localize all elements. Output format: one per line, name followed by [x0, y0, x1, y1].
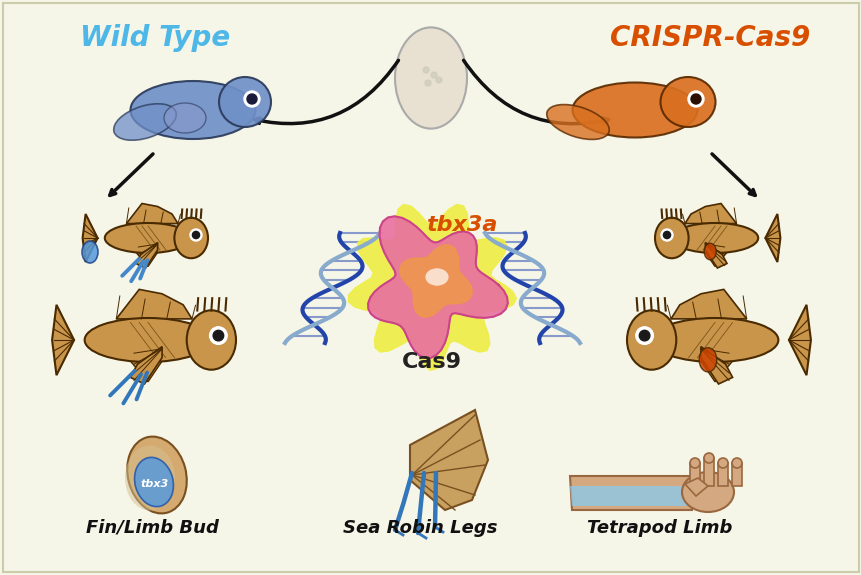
Ellipse shape [698, 348, 716, 372]
Circle shape [663, 231, 670, 239]
Polygon shape [52, 305, 74, 375]
Circle shape [247, 94, 257, 104]
Circle shape [639, 330, 649, 341]
Text: Wild Type: Wild Type [80, 24, 230, 52]
Polygon shape [704, 252, 726, 266]
Polygon shape [765, 214, 779, 262]
Ellipse shape [572, 82, 697, 137]
Ellipse shape [717, 458, 728, 468]
Ellipse shape [651, 318, 777, 362]
Ellipse shape [187, 310, 236, 370]
Polygon shape [83, 214, 97, 262]
Text: Sea Robin Legs: Sea Robin Legs [343, 519, 497, 537]
Ellipse shape [127, 436, 187, 513]
Polygon shape [116, 289, 192, 319]
Ellipse shape [626, 310, 676, 370]
Circle shape [423, 67, 429, 73]
Ellipse shape [130, 81, 255, 139]
Text: tbx3: tbx3 [140, 479, 169, 489]
Polygon shape [368, 216, 507, 358]
Ellipse shape [82, 241, 98, 263]
Polygon shape [700, 361, 732, 382]
Circle shape [213, 330, 223, 341]
Circle shape [189, 229, 201, 241]
Ellipse shape [660, 77, 715, 127]
Polygon shape [130, 361, 162, 382]
Circle shape [436, 77, 442, 83]
Text: tbx3a: tbx3a [426, 215, 497, 235]
Text: Cas9: Cas9 [401, 352, 461, 372]
Polygon shape [400, 245, 472, 317]
Ellipse shape [114, 104, 177, 140]
Polygon shape [569, 476, 691, 510]
Polygon shape [410, 410, 487, 510]
Ellipse shape [703, 453, 713, 463]
Text: Fin/Limb Bud: Fin/Limb Bud [85, 519, 218, 537]
Polygon shape [689, 463, 699, 486]
Polygon shape [348, 204, 516, 370]
Ellipse shape [703, 243, 715, 260]
Ellipse shape [689, 458, 699, 468]
Ellipse shape [654, 218, 688, 258]
Polygon shape [670, 289, 746, 319]
Circle shape [192, 231, 200, 239]
Polygon shape [127, 204, 177, 224]
Ellipse shape [164, 103, 206, 133]
Ellipse shape [174, 218, 208, 258]
Circle shape [660, 229, 672, 241]
Ellipse shape [134, 457, 173, 507]
Text: CRISPR-Cas9: CRISPR-Cas9 [610, 24, 809, 52]
Circle shape [430, 72, 437, 78]
Circle shape [687, 91, 703, 107]
Polygon shape [136, 243, 158, 268]
Polygon shape [717, 463, 728, 486]
Circle shape [209, 327, 227, 344]
Ellipse shape [105, 223, 191, 253]
Ellipse shape [671, 223, 758, 253]
Polygon shape [684, 478, 707, 496]
Polygon shape [704, 243, 726, 268]
Ellipse shape [219, 77, 270, 127]
Polygon shape [684, 204, 736, 224]
Ellipse shape [731, 458, 741, 468]
Ellipse shape [681, 472, 734, 512]
Polygon shape [703, 458, 713, 486]
Text: Tetrapod Limb: Tetrapod Limb [586, 519, 732, 537]
Circle shape [244, 91, 260, 107]
Polygon shape [731, 463, 741, 486]
Polygon shape [569, 486, 691, 506]
Ellipse shape [84, 318, 211, 362]
Polygon shape [130, 347, 162, 384]
Ellipse shape [125, 446, 175, 511]
Ellipse shape [394, 28, 467, 129]
Polygon shape [700, 347, 732, 384]
Ellipse shape [546, 105, 609, 140]
Polygon shape [788, 305, 810, 375]
Polygon shape [136, 252, 158, 266]
Circle shape [635, 327, 653, 344]
Ellipse shape [425, 269, 448, 286]
Circle shape [424, 80, 430, 86]
Circle shape [691, 94, 700, 104]
